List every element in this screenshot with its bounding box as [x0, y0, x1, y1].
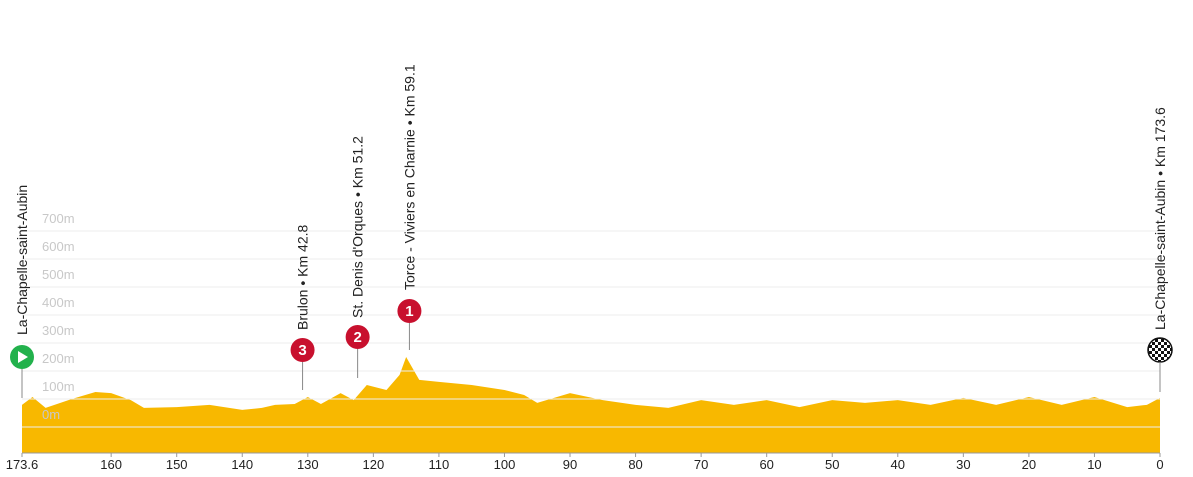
- x-tick-label: 173.6: [6, 457, 39, 472]
- y-tick-label: 500m: [42, 267, 75, 282]
- y-tick-label: 200m: [42, 351, 75, 366]
- waypoint-label: La-Chapelle-saint-Aubin: [14, 185, 30, 335]
- climb-marker: [345, 325, 370, 349]
- x-tick-label: 30: [956, 457, 970, 472]
- climb-marker: [397, 299, 422, 323]
- climb-category: 2: [353, 329, 361, 346]
- y-tick-label: 400m: [42, 295, 75, 310]
- start-arrow: [18, 351, 28, 363]
- x-tick-label: 150: [166, 457, 188, 472]
- x-tick-label: 70: [694, 457, 708, 472]
- x-tick-label: 10: [1087, 457, 1101, 472]
- climb-marker: [290, 338, 315, 362]
- y-tick-label: 600m: [42, 239, 75, 254]
- x-tick-label: 160: [100, 457, 122, 472]
- y-tick-label: 0m: [42, 407, 60, 422]
- waypoint-label: La-Chapelle-saint-Aubin • Km 173.6: [1152, 107, 1168, 330]
- x-tick-label: 130: [297, 457, 319, 472]
- x-tick-label: 110: [429, 457, 450, 472]
- climb-category: 1: [405, 303, 413, 320]
- x-tick-label: 90: [563, 457, 577, 472]
- y-tick-label: 100m: [42, 379, 75, 394]
- waypoint-label: Brulon • Km 42.8: [295, 224, 311, 330]
- waypoint-label: St. Denis d'Orques • Km 51.2: [350, 136, 366, 318]
- x-tick-label: 40: [891, 457, 905, 472]
- waypoint-label: Torce - Viviers en Charnie • Km 59.1: [401, 64, 417, 290]
- finish-icon: [1147, 337, 1173, 363]
- y-tick-label: 700m: [42, 211, 75, 226]
- x-tick-label: 50: [825, 457, 839, 472]
- profile-area: [22, 356, 1160, 453]
- x-tick-label: 80: [628, 457, 642, 472]
- x-tick-label: 60: [759, 457, 773, 472]
- x-tick-label: 100: [494, 457, 516, 472]
- x-tick-label: 0: [1156, 457, 1163, 472]
- x-tick-label: 120: [363, 457, 385, 472]
- x-tick-label: 140: [231, 457, 253, 472]
- climb-category: 3: [298, 342, 306, 359]
- y-tick-label: 300m: [42, 323, 75, 338]
- x-tick-label: 20: [1022, 457, 1036, 472]
